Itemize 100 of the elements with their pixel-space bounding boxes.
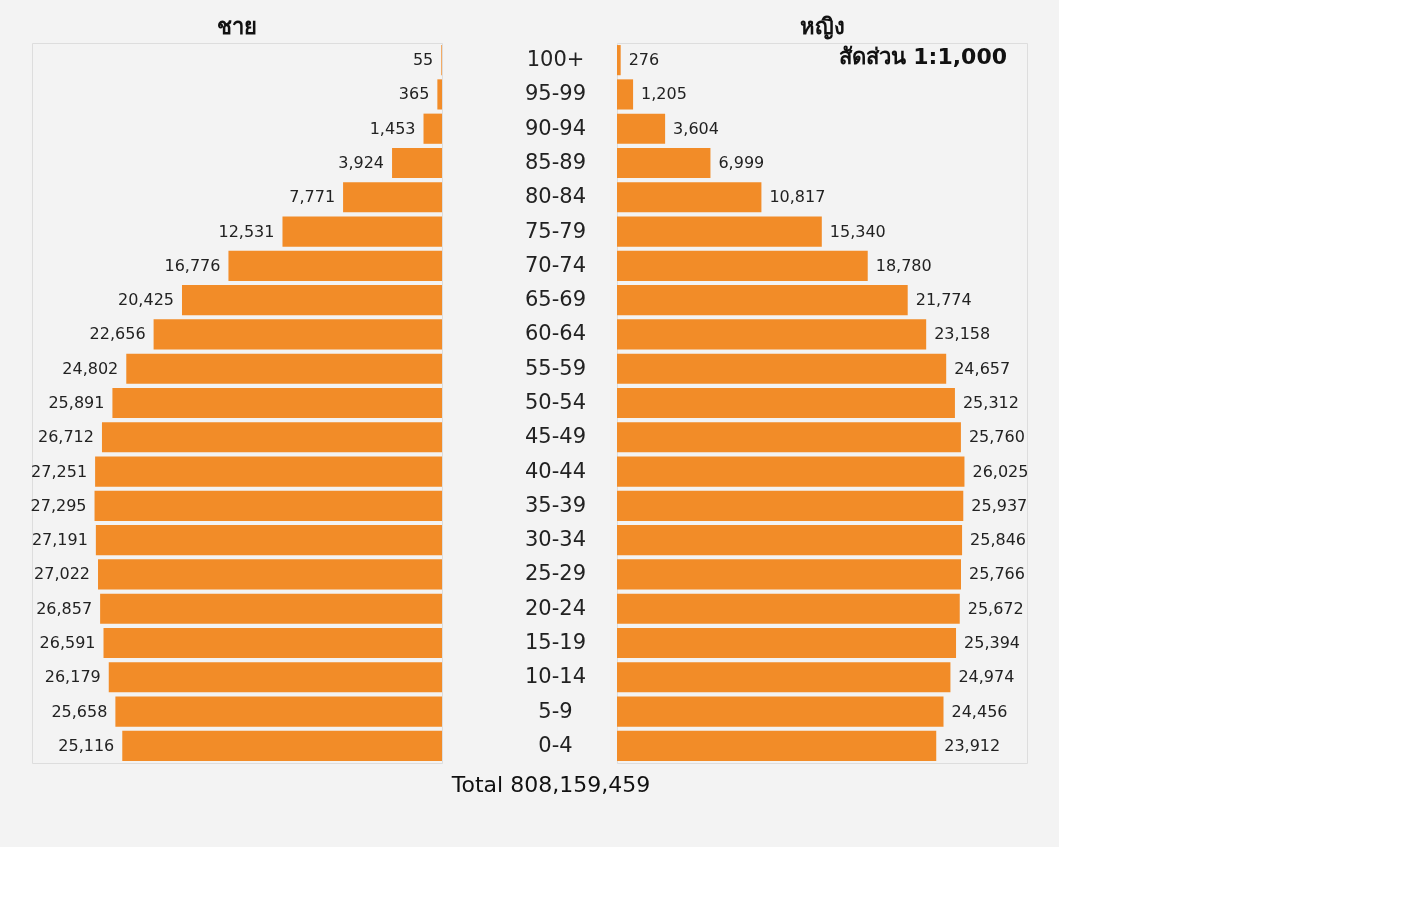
y-tick-label: 70-74 bbox=[524, 252, 587, 277]
data-label: 15,340 bbox=[829, 221, 886, 241]
bar bbox=[228, 250, 442, 281]
y-tick-label: 95-99 bbox=[524, 81, 587, 106]
bar bbox=[98, 559, 442, 590]
bar bbox=[108, 662, 442, 693]
y-tick-label: 20-24 bbox=[524, 595, 587, 620]
y-tick-label: 25-29 bbox=[524, 561, 587, 586]
bar bbox=[103, 627, 442, 659]
data-label: 24,802 bbox=[62, 358, 119, 378]
y-tick-label: 35-39 bbox=[524, 492, 587, 517]
y-tick-label: 65-69 bbox=[524, 287, 587, 312]
data-label: 26,179 bbox=[44, 667, 101, 687]
bar bbox=[617, 45, 621, 76]
bar bbox=[617, 319, 927, 350]
data-label: 25,846 bbox=[970, 530, 1027, 550]
data-label: 1,205 bbox=[641, 84, 687, 104]
y-tick-label: 60-64 bbox=[524, 321, 587, 346]
data-label: 25,891 bbox=[48, 393, 105, 412]
data-label: 25,116 bbox=[58, 735, 115, 755]
data-label: 21,774 bbox=[915, 290, 972, 310]
data-label: 18,780 bbox=[875, 255, 932, 275]
data-label: 24,657 bbox=[954, 358, 1011, 378]
data-label: 10,817 bbox=[769, 187, 826, 207]
bar bbox=[617, 216, 822, 247]
bar bbox=[101, 422, 442, 453]
bar bbox=[617, 147, 711, 179]
y-tick-label: 100+ bbox=[526, 47, 585, 72]
data-label: 1,453 bbox=[369, 118, 416, 138]
data-label: 6,999 bbox=[718, 153, 765, 172]
data-label: 27,191 bbox=[31, 530, 88, 550]
y-tick-label: 10-14 bbox=[524, 664, 587, 689]
annotation: สัดส่วน 1:1,000 bbox=[838, 44, 1007, 69]
data-label: 26,857 bbox=[36, 598, 93, 618]
bar bbox=[617, 662, 951, 693]
data-label: 25,672 bbox=[967, 598, 1024, 618]
data-label: 23,912 bbox=[944, 735, 1001, 755]
bar bbox=[392, 147, 442, 179]
bar bbox=[617, 182, 762, 213]
y-tick-label: 5-9 bbox=[538, 698, 573, 723]
bar bbox=[617, 387, 955, 419]
bar bbox=[182, 285, 442, 316]
data-label: 25,312 bbox=[962, 393, 1019, 412]
data-label: 16,776 bbox=[164, 255, 221, 275]
data-label: 20,425 bbox=[118, 290, 174, 310]
bar bbox=[617, 696, 944, 727]
data-label: 27,251 bbox=[31, 461, 88, 481]
data-label: 55 bbox=[412, 50, 434, 70]
chart-title: หญิง bbox=[799, 14, 845, 40]
bar bbox=[95, 525, 442, 556]
data-label: 25,766 bbox=[969, 564, 1025, 584]
data-label: 24,974 bbox=[958, 667, 1015, 687]
bar bbox=[617, 525, 963, 556]
y-tick-label: 50-54 bbox=[524, 390, 587, 414]
data-label: 7,771 bbox=[289, 187, 336, 207]
y-tick-label: 0-4 bbox=[538, 732, 573, 757]
y-tick-label: 30-34 bbox=[524, 527, 587, 552]
bar bbox=[115, 696, 442, 727]
data-label: 365 bbox=[398, 84, 430, 104]
bar bbox=[100, 593, 442, 624]
data-label: 27,295 bbox=[30, 495, 87, 515]
bar bbox=[94, 490, 442, 521]
bar bbox=[617, 79, 634, 110]
data-label: 276 bbox=[628, 50, 660, 70]
bar bbox=[343, 182, 442, 213]
bar bbox=[617, 627, 957, 659]
data-label: 25,937 bbox=[971, 495, 1028, 515]
y-tick-label: 40-44 bbox=[524, 458, 587, 483]
bar bbox=[95, 456, 442, 487]
data-label: 26,025 bbox=[972, 461, 1029, 481]
y-tick-label: 45-49 bbox=[524, 424, 587, 449]
data-label: 26,591 bbox=[39, 633, 96, 652]
bar bbox=[617, 559, 961, 590]
y-tick-label: 80-84 bbox=[524, 184, 587, 209]
y-tick-label: 75-79 bbox=[524, 218, 587, 243]
data-label: 27,022 bbox=[34, 564, 91, 584]
bar bbox=[617, 456, 965, 487]
bar bbox=[126, 353, 442, 384]
bar bbox=[617, 113, 666, 144]
bar bbox=[617, 730, 937, 761]
bar bbox=[617, 490, 964, 521]
data-label: 24,456 bbox=[951, 701, 1008, 721]
bar bbox=[423, 113, 442, 144]
bar bbox=[617, 593, 960, 624]
chart-title: ชาย bbox=[217, 14, 257, 39]
text: Total 808,159,459 bbox=[450, 772, 651, 797]
data-label: 3,604 bbox=[673, 118, 719, 138]
bar bbox=[282, 216, 442, 247]
bar bbox=[617, 285, 908, 316]
y-tick-label: 55-59 bbox=[524, 355, 587, 380]
data-label: 25,658 bbox=[51, 701, 108, 721]
data-label: 12,531 bbox=[218, 221, 275, 241]
data-label: 23,158 bbox=[934, 324, 991, 344]
data-label: 25,394 bbox=[964, 633, 1021, 652]
bar bbox=[112, 387, 442, 419]
bar bbox=[153, 319, 442, 350]
y-tick-label: 90-94 bbox=[524, 115, 587, 140]
bar bbox=[437, 79, 442, 110]
bar bbox=[617, 353, 947, 384]
y-tick-label: 85-89 bbox=[524, 150, 587, 174]
